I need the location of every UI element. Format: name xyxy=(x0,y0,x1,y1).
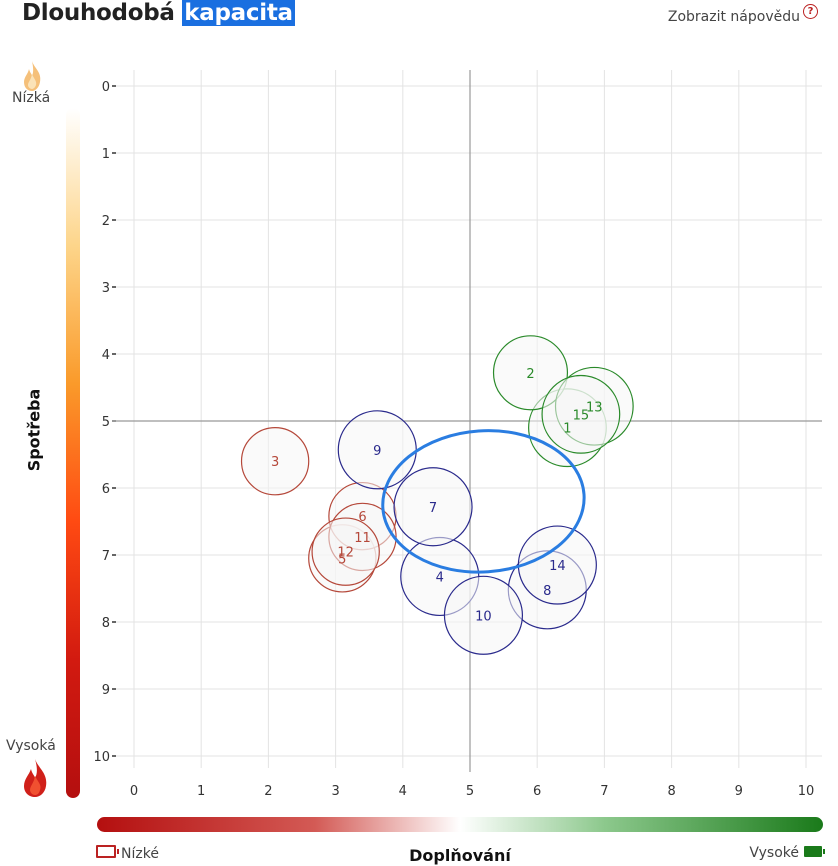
battery-high-icon xyxy=(804,846,825,857)
battery-low-icon xyxy=(96,845,119,858)
x-tick-label: 1 xyxy=(197,784,205,799)
x-tick-label: 2 xyxy=(264,784,272,799)
bubble-label: 9 xyxy=(373,444,381,459)
y-tick-label: 0 xyxy=(102,80,110,95)
y-tick-label: 1 xyxy=(102,147,110,162)
x-tick-label: 8 xyxy=(667,784,675,799)
bubble-label: 8 xyxy=(543,584,551,599)
x-tick-label: 9 xyxy=(735,784,743,799)
x-tick-label: 4 xyxy=(399,784,407,799)
bubble-point xyxy=(541,374,621,454)
help-label[interactable]: Zobrazit nápovědu xyxy=(667,9,800,25)
x-tick-label: 5 xyxy=(466,784,474,799)
consumption-high-label: Vysoká xyxy=(6,738,56,754)
grid-lines xyxy=(112,70,822,768)
bubble-label: 3 xyxy=(271,455,279,470)
average-ellipse-layer xyxy=(381,429,586,574)
bubble-label: 11 xyxy=(354,531,371,546)
help-link[interactable]: Zobrazit nápovědu? xyxy=(668,4,818,25)
bubble-label: 10 xyxy=(475,609,492,624)
bubble-point xyxy=(311,517,380,586)
bubble-label: 15 xyxy=(573,408,590,423)
y-tick-label: 7 xyxy=(102,549,110,564)
replenishment-low-label: Nízké xyxy=(96,845,159,862)
bubble-label: 12 xyxy=(337,546,354,561)
x-tick-label: 7 xyxy=(600,784,608,799)
bubble-point xyxy=(443,575,524,655)
replenishment-gradient-bar xyxy=(97,817,823,832)
x-tick-label: 6 xyxy=(533,784,541,799)
title-selected-text[interactable]: kapacita xyxy=(182,0,295,26)
y-tick-label: 3 xyxy=(102,281,110,296)
consumption-low-label: Nízká xyxy=(12,90,51,106)
flame-low-icon xyxy=(24,61,41,91)
y-tick-label: 2 xyxy=(102,214,110,229)
bubble-label: 13 xyxy=(586,400,603,415)
replenishment-high-text: Vysoké xyxy=(749,845,799,861)
consumption-gradient-bar xyxy=(66,108,80,798)
flame-high-icon xyxy=(24,759,47,797)
y-tick-label: 9 xyxy=(102,683,110,698)
bubble-label: 6 xyxy=(358,510,366,525)
x-axis-label: Doplňování xyxy=(409,846,511,865)
bubble-label: 7 xyxy=(429,501,437,516)
x-tick-label: 0 xyxy=(130,784,138,799)
bubble-label: 1 xyxy=(563,422,571,437)
y-tick-label: 10 xyxy=(93,750,110,765)
y-tick-label: 4 xyxy=(102,348,110,363)
average-ellipse xyxy=(381,429,586,574)
bubble-point xyxy=(393,467,473,547)
bubble-point xyxy=(240,427,310,496)
replenishment-low-text: Nízké xyxy=(121,846,159,862)
bubble-point xyxy=(517,525,597,605)
x-tick-label: 10 xyxy=(798,784,815,799)
title-text: Dlouhodobá xyxy=(22,0,175,26)
bubble-label: 2 xyxy=(526,367,534,382)
y-tick-label: 6 xyxy=(102,482,110,497)
y-tick-label: 5 xyxy=(102,415,110,430)
bubble-label: 5 xyxy=(338,552,346,567)
x-tick-label: 3 xyxy=(331,784,339,799)
question-icon[interactable]: ? xyxy=(803,4,818,19)
y-tick-label: 8 xyxy=(102,616,110,631)
bubble-label: 4 xyxy=(436,570,444,585)
replenishment-high-label: Vysoké xyxy=(749,845,825,861)
page-title: Dlouhodobá kapacita xyxy=(22,0,295,26)
bubble-label: 14 xyxy=(549,559,566,574)
